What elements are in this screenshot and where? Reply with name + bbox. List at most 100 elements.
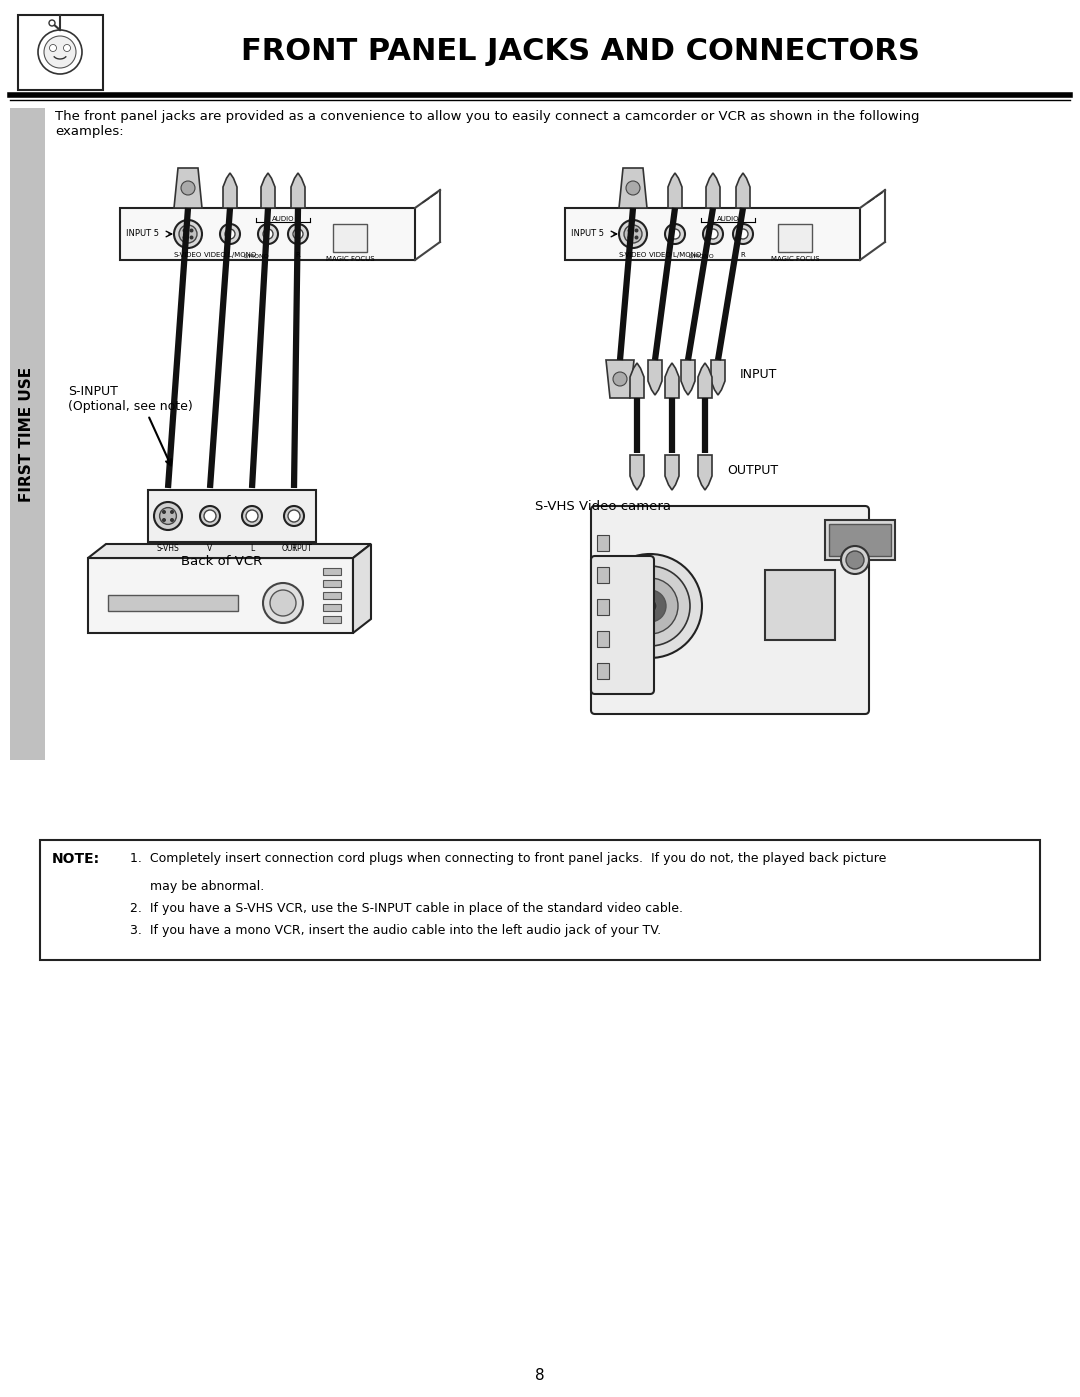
Text: 2.  If you have a S-VHS VCR, use the S-INPUT cable in place of the standard vide: 2. If you have a S-VHS VCR, use the S-IN… [130,902,683,915]
Bar [10,108,45,760]
Circle shape [708,229,718,239]
Circle shape [154,502,183,529]
Circle shape [220,224,240,244]
Circle shape [44,36,76,68]
Circle shape [288,510,300,522]
Circle shape [225,229,235,239]
FancyBboxPatch shape [591,556,654,694]
Circle shape [665,224,685,244]
Text: MAGIC FOCUS: MAGIC FOCUS [326,256,375,263]
Polygon shape [261,173,275,208]
Circle shape [184,229,186,232]
Circle shape [613,372,627,386]
Text: R: R [741,251,745,258]
Text: 3.  If you have a mono VCR, insert the audio cable into the left audio jack of y: 3. If you have a mono VCR, insert the au… [130,923,661,937]
Bar [323,592,341,599]
Circle shape [174,219,202,249]
Circle shape [619,219,647,249]
Bar [597,631,609,647]
Circle shape [181,182,195,196]
Text: 8: 8 [536,1368,544,1383]
Bar [778,224,812,251]
Circle shape [624,225,642,243]
Text: L: L [249,543,254,553]
Circle shape [635,236,638,239]
Text: S-VIDEO: S-VIDEO [619,251,647,258]
Circle shape [163,518,165,521]
Circle shape [670,229,680,239]
Text: S-VIDEO: S-VIDEO [174,251,202,258]
Bar [565,208,860,260]
Polygon shape [203,490,217,525]
Circle shape [160,507,176,524]
Polygon shape [291,173,305,208]
Circle shape [634,590,666,622]
Bar [148,490,316,542]
Circle shape [703,224,723,244]
Circle shape [846,550,864,569]
Polygon shape [665,455,679,490]
Text: INPUT: INPUT [740,369,778,381]
Polygon shape [669,173,681,208]
Polygon shape [735,173,750,208]
Text: NOTE:: NOTE: [52,852,100,866]
Circle shape [190,229,193,232]
Polygon shape [698,363,712,398]
Circle shape [171,518,173,521]
Bar [323,616,341,623]
Bar [597,599,609,615]
Circle shape [38,29,82,74]
Text: L/MONO: L/MONO [243,253,269,258]
Text: Back of VCR: Back of VCR [181,555,262,569]
Bar [597,567,609,583]
Circle shape [270,590,296,616]
Text: FIRST TIME USE: FIRST TIME USE [19,366,35,502]
Bar [597,664,609,679]
Circle shape [264,229,273,239]
Text: AUDIO: AUDIO [717,217,739,222]
Bar [597,535,609,550]
Text: S-INPUT
(Optional, see note): S-INPUT (Optional, see note) [68,386,192,414]
Text: L/MONO: L/MONO [688,253,714,258]
Polygon shape [698,455,712,490]
Text: MAGIC FOCUS: MAGIC FOCUS [771,256,820,263]
Polygon shape [681,360,696,395]
Bar [825,520,895,560]
Bar [108,595,238,610]
Text: VIDEO L/MONO: VIDEO L/MONO [204,251,256,258]
Circle shape [643,599,657,613]
Circle shape [288,224,308,244]
Circle shape [738,229,748,239]
Circle shape [190,236,193,239]
Circle shape [733,224,753,244]
Circle shape [50,45,56,52]
Polygon shape [222,173,237,208]
Text: INPUT 5: INPUT 5 [571,229,604,239]
Bar [18,15,103,89]
Circle shape [258,224,278,244]
Circle shape [841,546,869,574]
Polygon shape [711,360,725,395]
Text: S-VHS: S-VHS [157,543,179,553]
Circle shape [622,578,678,634]
Circle shape [246,510,258,522]
Bar [829,524,891,556]
Text: AUDIO: AUDIO [272,217,294,222]
Polygon shape [630,363,644,398]
Polygon shape [665,363,679,398]
Circle shape [635,229,638,232]
Text: VIDEO L/MONO: VIDEO L/MONO [649,251,701,258]
Bar [40,840,1040,960]
Circle shape [200,506,220,527]
Circle shape [179,225,197,243]
Circle shape [629,229,631,232]
Text: may be abnormal.: may be abnormal. [130,880,265,893]
Circle shape [626,182,640,196]
FancyBboxPatch shape [591,506,869,714]
Polygon shape [648,360,662,395]
Circle shape [171,511,173,513]
Circle shape [629,236,631,239]
Text: OUTPUT: OUTPUT [281,543,312,553]
Polygon shape [154,490,183,528]
Text: INPUT 5: INPUT 5 [126,229,159,239]
